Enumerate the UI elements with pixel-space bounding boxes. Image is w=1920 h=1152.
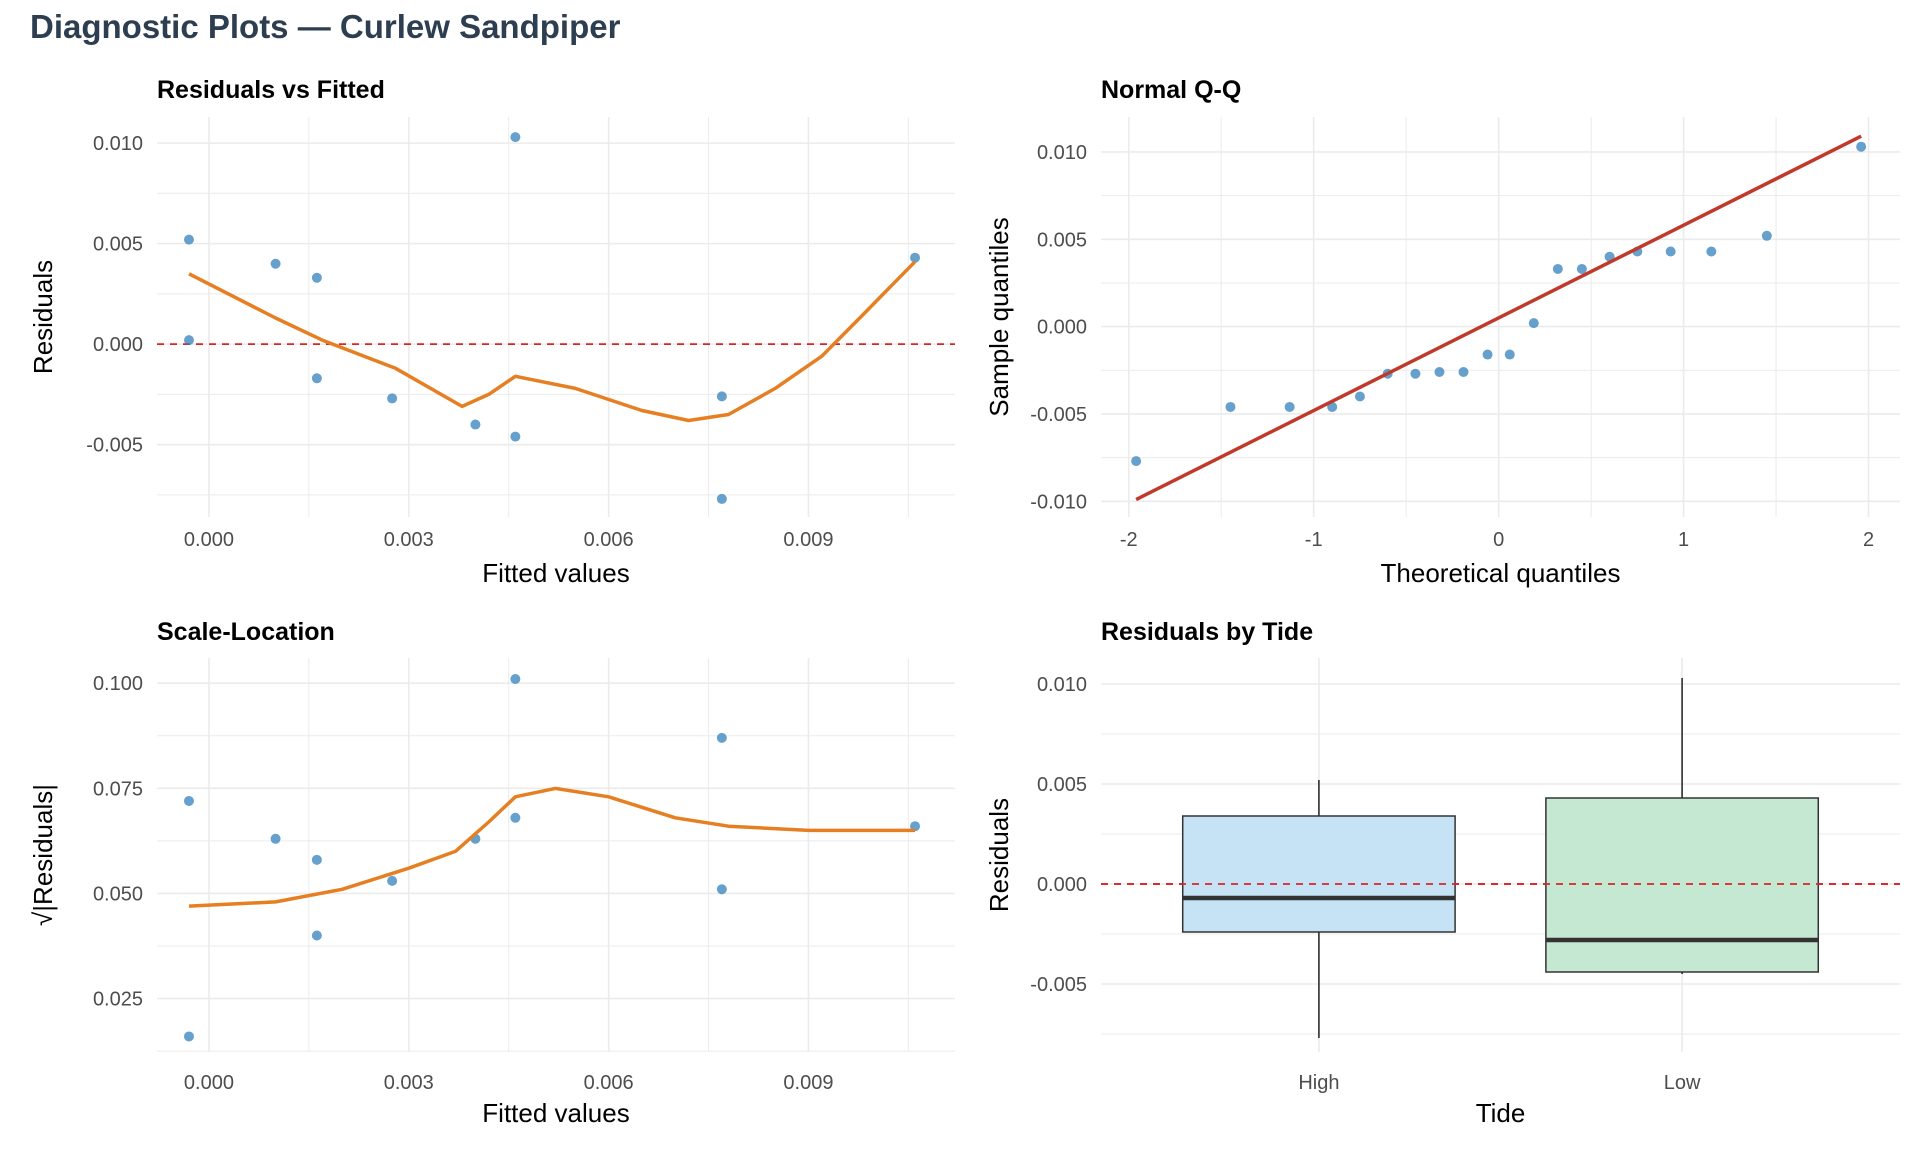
data-point bbox=[311, 930, 322, 941]
y-tick-label: 0.010 bbox=[93, 133, 143, 155]
data-point bbox=[311, 373, 322, 384]
x-axis-title: Fitted values bbox=[482, 558, 629, 588]
x-tick-label: High bbox=[1298, 1072, 1339, 1094]
data-point bbox=[1856, 141, 1867, 152]
data-point bbox=[1434, 367, 1445, 378]
y-tick-label: -0.010 bbox=[1030, 491, 1087, 513]
y-axis-title: √|Residuals| bbox=[28, 784, 58, 926]
y-tick-label: 0.000 bbox=[1037, 874, 1087, 896]
data-point bbox=[183, 795, 194, 806]
x-tick-label: 0.000 bbox=[184, 1072, 234, 1094]
data-point bbox=[270, 833, 281, 844]
figure-title: Diagnostic Plots — Curlew Sandpiper bbox=[30, 8, 621, 45]
x-tick-label: 0.006 bbox=[584, 1072, 634, 1094]
data-point bbox=[387, 875, 398, 886]
x-axis-title: Tide bbox=[1476, 1098, 1526, 1128]
y-tick-label: -0.005 bbox=[1030, 404, 1087, 426]
data-point bbox=[1225, 401, 1236, 412]
data-point bbox=[1131, 456, 1142, 467]
x-tick-label: -1 bbox=[1305, 529, 1323, 551]
data-point bbox=[183, 234, 194, 245]
data-point bbox=[510, 674, 521, 685]
data-point bbox=[510, 132, 521, 143]
data-point bbox=[716, 732, 727, 743]
y-tick-label: 0.000 bbox=[1037, 317, 1087, 339]
smooth-trend-line bbox=[188, 786, 915, 908]
data-point bbox=[183, 335, 194, 346]
panel-title: Normal Q-Q bbox=[1101, 76, 1241, 104]
data-point bbox=[510, 431, 521, 442]
y-tick-label: -0.005 bbox=[1030, 974, 1087, 996]
data-point bbox=[311, 272, 322, 283]
data-point bbox=[1552, 263, 1563, 274]
y-tick-label: 0.005 bbox=[1037, 774, 1087, 796]
data-point bbox=[1528, 318, 1539, 329]
qq-reference-line bbox=[1135, 134, 1862, 502]
y-tick-label: -0.005 bbox=[86, 435, 143, 457]
data-point bbox=[1665, 246, 1676, 257]
interquartile-box bbox=[1181, 815, 1456, 933]
data-point bbox=[1482, 349, 1493, 360]
y-tick-label: 0.000 bbox=[93, 334, 143, 356]
data-point bbox=[183, 1031, 194, 1042]
y-tick-label: 0.005 bbox=[93, 234, 143, 256]
x-tick-label: 0 bbox=[1493, 529, 1504, 551]
y-tick-label: 0.050 bbox=[93, 883, 143, 905]
x-axis-title: Fitted values bbox=[482, 1098, 629, 1128]
x-tick-label: 0.003 bbox=[384, 1072, 434, 1094]
panel-residuals-vs-fitted: 0.000 0.003 0.006 0.009 -0.005 0.000 0.005 0.01… bbox=[28, 76, 955, 588]
y-axis-title: Residuals bbox=[984, 798, 1014, 912]
data-point bbox=[510, 812, 521, 823]
x-tick-label: 0.009 bbox=[783, 1072, 833, 1094]
y-tick-label: 0.005 bbox=[1037, 229, 1087, 251]
data-point bbox=[1761, 230, 1772, 241]
y-axis-title: Sample quantiles bbox=[984, 217, 1014, 416]
data-point bbox=[716, 884, 727, 895]
y-tick-label: 0.025 bbox=[93, 989, 143, 1011]
data-point bbox=[910, 252, 921, 263]
x-tick-label: 0.003 bbox=[384, 529, 434, 551]
x-axis-title: Theoretical quantiles bbox=[1381, 558, 1621, 588]
panel-normal-q-q: -2 -1 0 1 2 -0.010 -0.005 0.000 0.005 0.010 Normal… bbox=[984, 76, 1900, 588]
smooth-trend-line bbox=[188, 260, 917, 423]
data-point bbox=[387, 393, 398, 404]
x-tick-label: 0.006 bbox=[584, 529, 634, 551]
panel-title: Scale-Location bbox=[157, 618, 335, 646]
panel-residuals-by-tide: High Low -0.005 0.000 0.005 0.010 Residuals by… bbox=[984, 618, 1900, 1128]
panel-title: Residuals vs Fitted bbox=[157, 76, 385, 104]
y-axis-title: Residuals bbox=[28, 260, 58, 374]
data-point bbox=[270, 258, 281, 269]
data-point bbox=[1458, 367, 1469, 378]
panel-scale-location: 0.000 0.003 0.006 0.009 0.025 0.050 0.075 0.100… bbox=[28, 618, 955, 1128]
y-tick-label: 0.075 bbox=[93, 778, 143, 800]
panel-title: Residuals by Tide bbox=[1101, 618, 1313, 646]
y-tick-label: 0.010 bbox=[1037, 674, 1087, 696]
data-point bbox=[470, 419, 481, 430]
interquartile-box bbox=[1545, 797, 1820, 973]
data-point bbox=[1354, 391, 1365, 402]
data-point bbox=[1706, 246, 1717, 257]
data-point bbox=[1504, 349, 1515, 360]
y-tick-label: 0.010 bbox=[1037, 142, 1087, 164]
data-point bbox=[716, 391, 727, 402]
x-tick-label: Low bbox=[1664, 1072, 1701, 1094]
data-point bbox=[716, 493, 727, 504]
x-tick-label: -2 bbox=[1120, 529, 1138, 551]
data-point bbox=[1576, 263, 1587, 274]
y-tick-label: 0.100 bbox=[93, 673, 143, 695]
box-low bbox=[1545, 678, 1820, 974]
x-tick-label: 0.000 bbox=[184, 529, 234, 551]
x-tick-label: 1 bbox=[1678, 529, 1689, 551]
x-tick-label: 2 bbox=[1863, 529, 1874, 551]
x-tick-label: 0.009 bbox=[783, 529, 833, 551]
box-high bbox=[1181, 780, 1456, 1038]
data-point bbox=[1284, 401, 1295, 412]
data-point bbox=[1410, 368, 1421, 379]
data-point bbox=[311, 854, 322, 865]
